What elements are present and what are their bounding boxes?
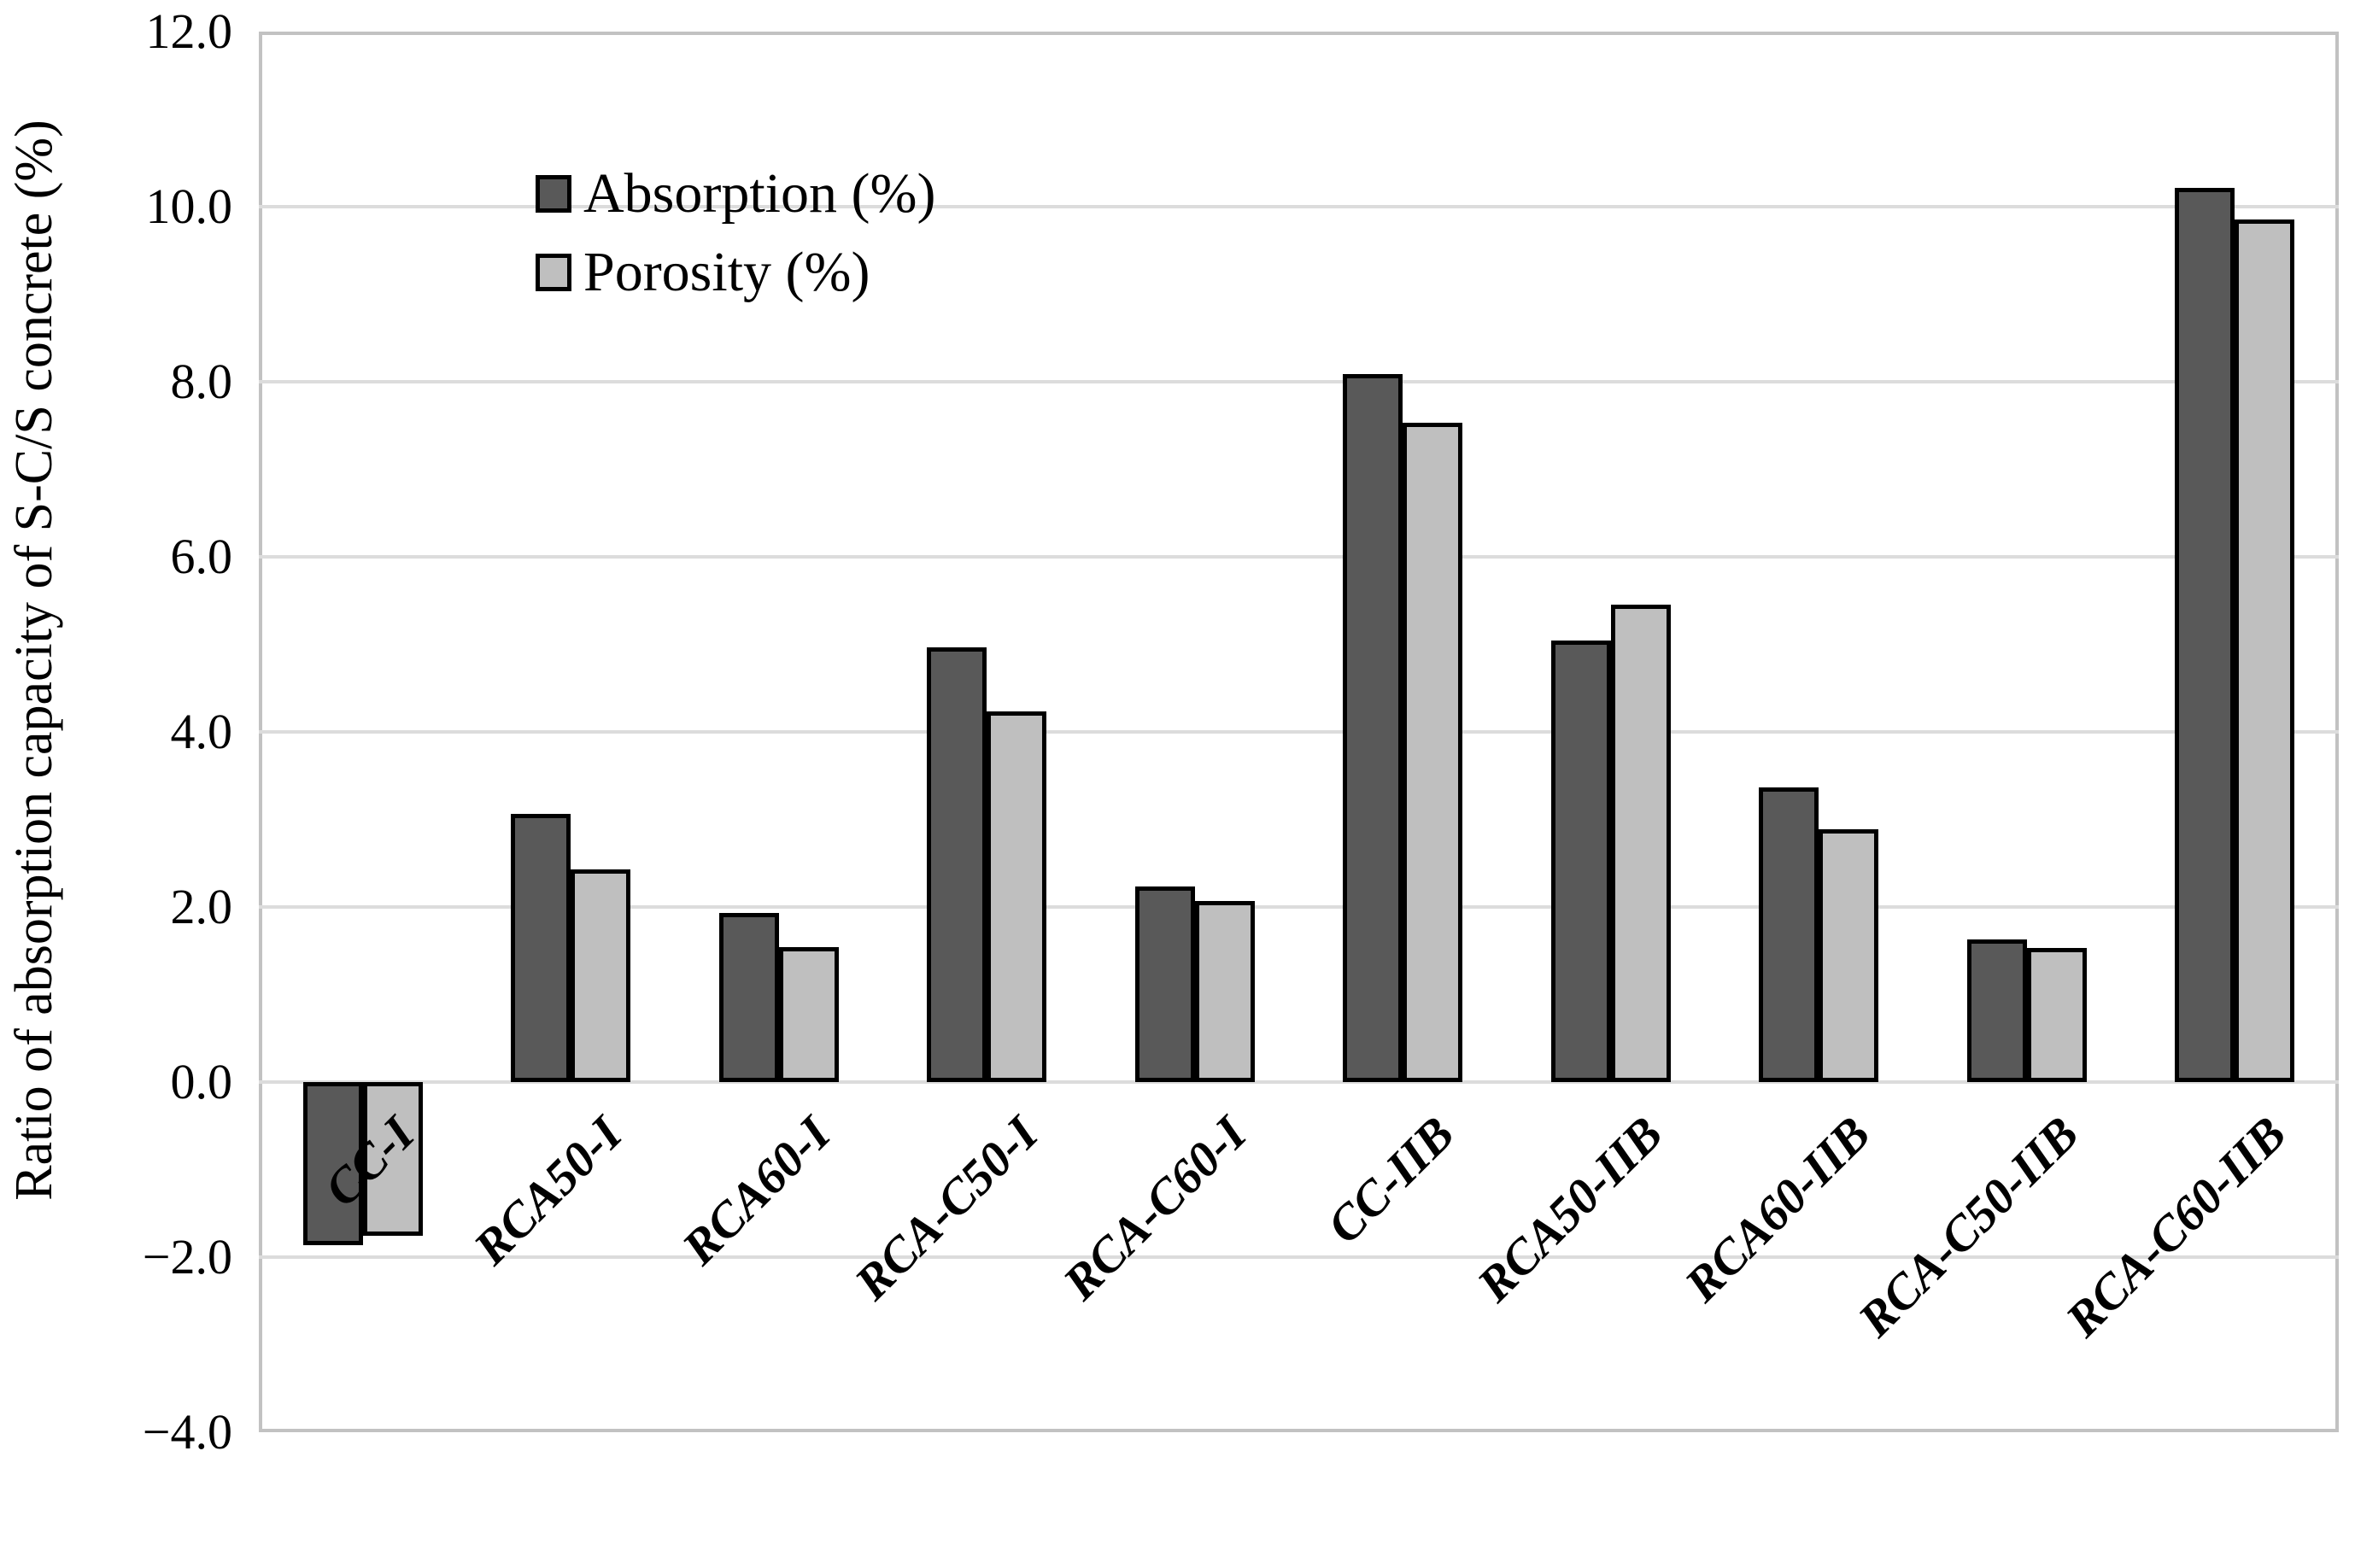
- legend-label-porosity: Porosity (%): [583, 241, 870, 303]
- bar-CC-I-absorption: [302, 1082, 363, 1245]
- y-tick-label: 12.0: [145, 3, 233, 59]
- y-tick-label: 6.0: [170, 529, 233, 584]
- y-tick-label: 10.0: [145, 178, 233, 234]
- bar-RCA-C50-I-porosity: [987, 711, 1047, 1082]
- bar-RCA50-IIB-absorption: [1550, 641, 1611, 1082]
- y-tick-label: 8.0: [170, 354, 233, 409]
- legend-label-absorption: Absorption (%): [583, 162, 936, 225]
- gridline-4: [259, 730, 2339, 734]
- bar-RCA-C60-I-absorption: [1134, 886, 1195, 1082]
- bar-RCA-C50-IIB-absorption: [1966, 939, 2027, 1082]
- gridline-2: [259, 905, 2339, 909]
- y-tick-label: 0.0: [170, 1054, 233, 1109]
- bar-RCA60-I-absorption: [718, 913, 779, 1082]
- absorption-swatch-icon: [536, 175, 571, 213]
- legend-item-porosity: Porosity (%): [536, 241, 935, 303]
- bar-CC-I-porosity: [362, 1082, 423, 1237]
- bar-RCA60-I-porosity: [778, 947, 839, 1082]
- y-tick-label: 2.0: [170, 879, 233, 934]
- bar-RCA-C60-IIB-absorption: [2175, 188, 2235, 1082]
- gridline-6: [259, 555, 2339, 559]
- y-tick-label: −4.0: [142, 1404, 232, 1460]
- gridline-10: [259, 205, 2339, 208]
- bar-RCA-C50-IIB-porosity: [2026, 948, 2087, 1082]
- y-tick-label: 4.0: [170, 704, 233, 759]
- gridline-0: [259, 1080, 2339, 1084]
- bar-RCA50-IIB-porosity: [1610, 605, 1671, 1082]
- bar-CC-IIB-absorption: [1343, 373, 1403, 1082]
- y-tick-label: −2.0: [142, 1229, 232, 1284]
- chart-page: { "chart_data": { "type": "bar", "title"…: [5, 3, 2339, 1460]
- y-axis-title: Ratio of absorption capacity of S-C/S co…: [5, 120, 63, 1201]
- bar-CC-IIB-porosity: [1403, 423, 1463, 1082]
- gridline--2: [259, 1255, 2339, 1259]
- bar-RCA-C60-IIB-porosity: [2235, 219, 2295, 1082]
- bar-RCA50-I-porosity: [571, 869, 631, 1082]
- bar-RCA-C50-I-absorption: [927, 647, 987, 1082]
- gridline-8: [259, 380, 2339, 383]
- bar-RCA60-IIB-porosity: [1819, 828, 1879, 1082]
- porosity-swatch-icon: [536, 254, 571, 291]
- legend-item-absorption: Absorption (%): [536, 162, 936, 225]
- bar-RCA60-IIB-absorption: [1759, 787, 1819, 1082]
- bar-RCA-C60-I-porosity: [1194, 900, 1255, 1082]
- bar-RCA50-I-absorption: [511, 814, 571, 1082]
- legend: Absorption (%) Porosity (%): [536, 162, 936, 325]
